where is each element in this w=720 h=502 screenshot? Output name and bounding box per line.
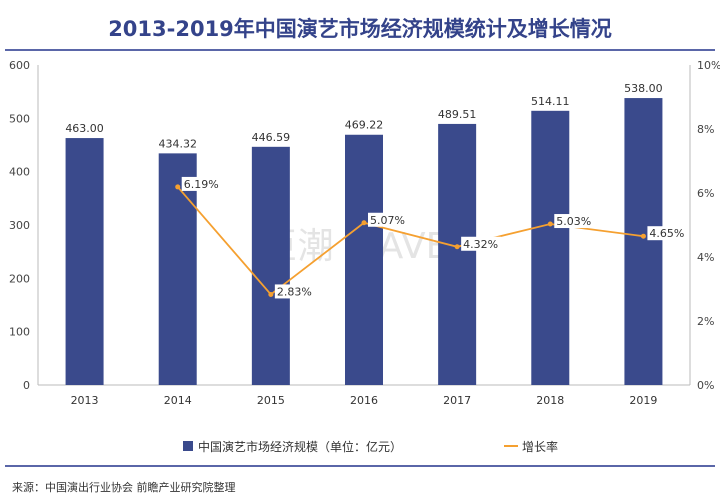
right-tick-label: 8% [697,123,714,136]
x-tick-label: 2013 [71,394,99,407]
left-tick-label: 400 [9,166,30,179]
left-tick-label: 200 [9,272,30,285]
bar-value-label: 463.00 [65,122,104,135]
legend: 中国演艺市场经济规模（单位：亿元） 增长率 [183,439,558,454]
growth-value-label: 5.03% [556,215,591,228]
left-tick-label: 600 [9,59,30,72]
x-tick-label: 2017 [443,394,471,407]
right-tick-label: 0% [697,379,714,392]
x-tick-label: 2018 [536,394,564,407]
bar-value-label: 469.22 [345,119,384,132]
bar [251,146,290,385]
x-tick-label: 2015 [257,394,285,407]
growth-value-label: 4.65% [649,227,684,240]
right-tick-label: 10% [697,59,720,72]
right-tick-label: 2% [697,315,714,328]
growth-label-bg [181,176,222,191]
growth-point [640,233,646,239]
x-tick-label: 2016 [350,394,378,407]
growth-value-label: 2.83% [277,285,312,298]
bar-value-label: 514.11 [531,95,570,108]
right-tick-label: 4% [697,251,714,264]
growth-label-bg [461,236,502,251]
growth-value-label: 4.32% [463,238,498,251]
legend-line-label: 增长率 [522,439,558,454]
growth-point [454,244,460,250]
growth-point [361,220,367,226]
growth-label-bg [647,226,688,241]
growth-label-bg [368,212,408,227]
left-tick-label: 500 [9,112,30,125]
chart-title: 2013-2019年中国演艺市场经济规模统计及增长情况 [108,17,612,41]
bar [345,134,383,385]
x-tick-label: 2014 [164,394,192,407]
growth-point [268,291,274,297]
legend-bar-swatch [183,441,193,451]
bar [65,138,104,385]
bar-value-label: 446.59 [252,131,291,144]
bar [624,98,663,386]
source-note: 来源：中国演出行业协会 前瞻产业研究院整理 [12,480,236,494]
left-tick-label: 0 [23,379,30,392]
growth-label-bg [554,214,595,229]
x-tick-label: 2019 [629,394,657,407]
bar [438,123,477,385]
growth-value-label: 6.19% [184,178,219,191]
bar [158,153,197,385]
growth-value-label: 5.07% [370,214,405,227]
left-tick-label: 100 [9,326,30,339]
bar-value-label: 489.51 [438,108,477,121]
legend-bar-label: 中国演艺市场经济规模（单位：亿元） [198,439,402,454]
bar-value-label: 538.00 [624,82,663,95]
bar [531,110,570,386]
growth-label-bg [274,284,315,299]
growth-point [175,184,181,190]
left-tick-label: 300 [9,219,30,232]
right-tick-label: 6% [697,187,714,200]
growth-point [547,221,553,227]
bar-value-label: 434.32 [158,137,197,150]
